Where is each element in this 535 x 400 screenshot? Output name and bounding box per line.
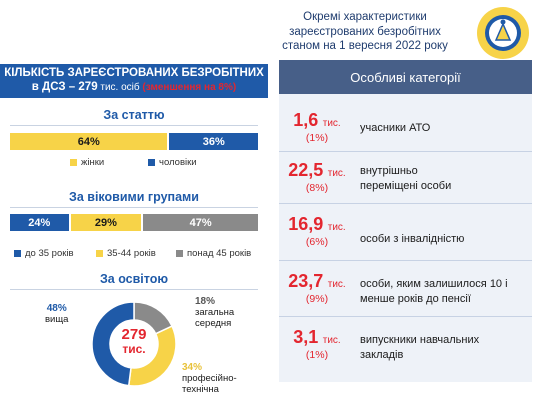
divider [10,125,258,126]
legend-label: 35-44 років [107,248,156,259]
row-divider [279,260,532,261]
special-categories-panel [279,60,532,382]
slice-name: середня [195,318,232,329]
bar-segment: 64% [10,133,168,150]
slice-name: загальна [195,307,235,318]
category-value: 1,6 тис. (1%) [282,110,352,144]
category-unit: тис. [327,168,346,179]
slice-name: вища [45,314,69,325]
legend-swatch [14,250,21,257]
total-value: в ДСЗ – 279 [31,81,98,93]
legend-label: чоловіки [159,157,197,168]
header-title-line: станом на 1 вересня 2022 року [282,40,448,52]
header-title-line: зареєстрованих безробітних [289,25,441,38]
legend-item: 35-44 років [96,248,156,259]
gender-stacked-bar: 64% 36% [10,133,258,150]
bar-segment-label: 24% [28,216,51,229]
category-value: 22,5 тис. (8%) [282,160,352,194]
category-number: 22,5 [288,160,324,180]
category-unit: тис. [322,335,341,346]
bar-segment-label: 64% [77,135,100,148]
category-number: 1,6 [293,110,319,130]
category-label: внутрішньо переміщені особи [360,165,452,192]
divider [10,289,258,290]
bar-segment: 36% [167,133,258,150]
category-unit: тис. [322,118,341,129]
category-number: 23,7 [288,271,324,291]
row-divider [279,203,532,204]
donut-center-label: 279 тис. [102,327,166,357]
category-unit: тис. [327,222,346,233]
bar-segment-label: 29% [94,216,117,229]
category-label: учасники АТО [360,122,431,134]
slice-name: професійно- [182,373,237,384]
bar-segment: 24% [10,214,69,231]
legend-item: понад 45 років [176,248,251,259]
category-label: особи з інвалідністю [360,233,465,245]
category-value: 3,1 тис. (1%) [282,327,352,361]
legend-item: до 35 років [14,248,74,259]
slice-name: технічна [182,384,219,395]
slice-percent: 48% [46,303,67,314]
legend-label: до 35 років [25,248,74,259]
donut-slice [91,301,135,387]
header-title: Окремі характеристики зареєстрованих без… [255,10,475,54]
category-label: випускники навчальних закладів [360,334,480,361]
total-banner-title: КІЛЬКІСТЬ ЗАРЕЄСТРОВАНИХ БЕЗРОБІТНИХ [4,67,264,79]
category-percent: (1%) [305,349,329,361]
header-title-line: Окремі характеристики [303,11,427,23]
bar-segment: 47% [141,214,258,231]
slice-percent: 18% [195,296,216,307]
row-divider [279,316,532,317]
total-banner [0,64,268,98]
bar-segment-label: 47% [189,216,212,229]
legend-swatch [96,250,103,257]
total-banner-value: в ДСЗ – 279 тис. осіб (зменшення на 8%) [0,81,268,93]
legend-label: понад 45 років [187,248,252,259]
education-donut-chart [91,301,177,387]
education-section-title: За освітою [99,272,169,286]
legend-swatch [148,159,155,166]
category-label: особи, яким залишилося 10 і менше років … [360,278,508,305]
category-number: 16,9 [288,214,324,234]
legend-label: жінки [81,157,105,168]
legend-item: чоловіки [148,157,197,168]
legend-item: жінки [70,157,104,168]
total-unit: тис. осіб [97,82,143,93]
category-value: 23,7 тис. (9%) [282,271,352,305]
employment-service-logo-icon [477,7,529,59]
age-stacked-bar: 24% 29% 47% [10,214,258,231]
category-percent: (9%) [305,293,329,305]
special-categories-title: Особливі категорії [279,60,532,94]
row-divider [279,151,532,152]
legend-swatch [70,159,77,166]
age-section-title: За віковими групами [69,190,199,204]
slice-label-higher: 48% вища [45,303,68,325]
category-unit: тис. [327,279,346,290]
donut-center-unit: тис. [122,342,146,356]
bar-segment-label: 36% [202,135,225,148]
legend-swatch [176,250,183,257]
slice-percent: 34% [182,362,203,373]
gender-section-title: За статтю [103,108,165,122]
slice-label-general-secondary: 18% загальна середня [195,296,234,329]
category-percent: (1%) [305,132,329,144]
category-percent: (8%) [305,182,329,194]
category-percent: (6%) [305,236,329,248]
category-value: 16,9 тис. (6%) [282,214,352,248]
donut-center-value: 279 [121,326,147,343]
bar-segment: 29% [68,214,142,231]
category-number: 3,1 [293,327,319,347]
change-note: (зменшення на 8%) [142,82,237,93]
divider [10,207,258,208]
slice-label-vocational: 34% професійно- технічна [182,362,237,395]
